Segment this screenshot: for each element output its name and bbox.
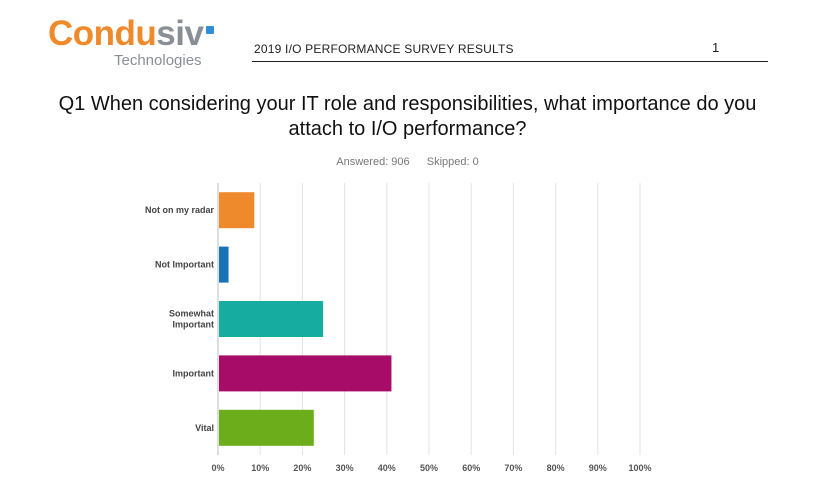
logo-wordmark-orange: Condu — [48, 14, 157, 53]
question-title: Q1 When considering your IT role and res… — [58, 93, 757, 140]
bar — [219, 301, 324, 337]
header-divider — [252, 61, 768, 62]
x-tick-label: 10% — [251, 463, 269, 473]
x-tick-label: 70% — [504, 463, 522, 473]
x-tick-label: 20% — [293, 463, 311, 473]
bar — [219, 192, 255, 229]
category-label: Not Important — [155, 260, 214, 270]
category-label: Important — [173, 368, 215, 378]
x-tick-label: 50% — [420, 463, 438, 473]
x-tick-label: 40% — [378, 463, 396, 473]
logo-tagline: Technologies — [114, 52, 202, 69]
condusiv-logo: Condusiv Technologies — [48, 14, 223, 74]
x-tick-label: 80% — [547, 463, 565, 473]
answered-count: Answered: 906 — [336, 156, 410, 168]
page-number: 1 — [712, 40, 720, 55]
bar — [219, 409, 314, 446]
report-title: 2019 I/O PERFORMANCE SURVEY RESULTS — [254, 42, 514, 56]
logo-wordmark-gray: siv — [156, 14, 204, 53]
category-label: Somewhat Important — [169, 309, 214, 330]
x-tick-label: 100% — [628, 463, 651, 473]
logo-wordmark: Condusiv — [48, 14, 204, 54]
response-stats: Answered: 906 Skipped: 0 — [0, 156, 815, 168]
x-tick-label: 30% — [336, 463, 354, 473]
bar — [219, 246, 229, 283]
bar — [219, 355, 392, 392]
x-tick-label: 60% — [462, 463, 480, 473]
x-tick-label: 0% — [211, 463, 224, 473]
skipped-count: Skipped: 0 — [426, 156, 479, 168]
category-label: Vital — [195, 423, 214, 433]
category-label: Not on my radar — [145, 205, 215, 215]
x-tick-label: 90% — [589, 463, 607, 473]
logo-spark-icon — [206, 26, 214, 34]
